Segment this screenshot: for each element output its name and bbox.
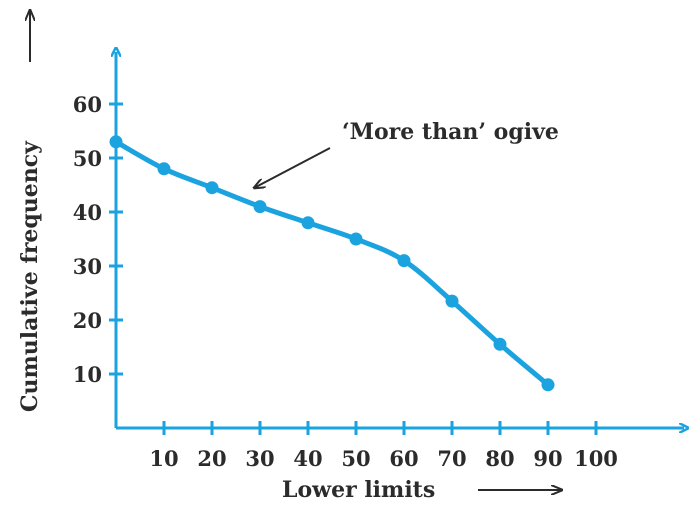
x-tick-label: 80 xyxy=(485,446,514,471)
data-points xyxy=(109,135,555,392)
x-axis-title: Lower limits xyxy=(282,477,435,503)
ogive-annotation: ‘More than’ ogive xyxy=(342,119,559,145)
y-tick-label: 10 xyxy=(73,362,102,387)
x-tick-label: 70 xyxy=(437,446,466,471)
series-line xyxy=(113,139,551,388)
data-point xyxy=(205,181,219,195)
x-tick-label: 50 xyxy=(341,446,370,471)
data-point xyxy=(397,254,411,268)
y-tick-label: 20 xyxy=(73,308,102,333)
x-tick-label: 100 xyxy=(574,446,618,471)
x-tick-label: 60 xyxy=(389,446,418,471)
y-tick-label: 60 xyxy=(73,92,102,117)
y-tick-label: 30 xyxy=(73,254,102,279)
data-point xyxy=(253,200,267,214)
tick-labels: 10 20 30 40 50 60 70 80 90 100 10 20 30 40 50 60 xyxy=(73,92,618,471)
data-point xyxy=(157,162,171,176)
data-point xyxy=(349,232,363,246)
data-point xyxy=(541,378,555,392)
data-point xyxy=(301,216,315,230)
data-point xyxy=(493,337,507,351)
x-tick-label: 30 xyxy=(245,446,274,471)
data-point xyxy=(445,294,459,308)
x-tick-label: 10 xyxy=(149,446,178,471)
axes xyxy=(116,52,684,428)
axis-ticks xyxy=(109,102,598,435)
y-axis-title: Cumulative frequency xyxy=(17,140,43,412)
x-tick-label: 40 xyxy=(293,446,322,471)
x-tick-label: 90 xyxy=(533,446,562,471)
data-point xyxy=(109,135,123,149)
x-tick-label: 20 xyxy=(197,446,226,471)
y-tick-label: 40 xyxy=(73,200,102,225)
y-tick-label: 50 xyxy=(73,146,102,171)
annotation-arrow xyxy=(254,147,331,188)
